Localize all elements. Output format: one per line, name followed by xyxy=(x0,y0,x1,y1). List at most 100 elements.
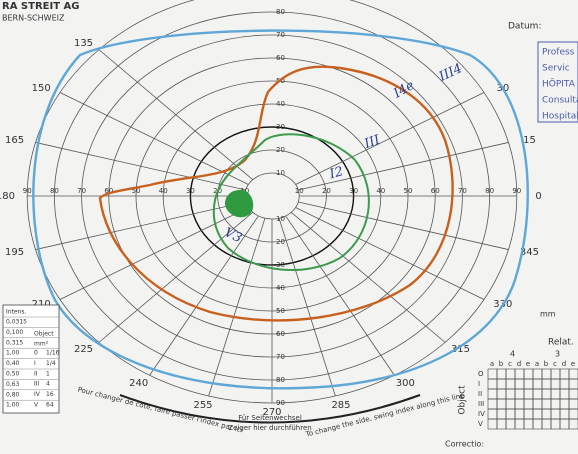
intensity-value: 1,00 xyxy=(6,402,20,409)
intensity-value: 0,63 xyxy=(6,381,20,388)
object-label: V xyxy=(34,402,39,409)
test-table: Intens. Object mm² 0,0315 0,100 0,315 1,00 0,40… xyxy=(2,304,60,414)
grid-ray xyxy=(295,92,485,185)
grid-ray xyxy=(149,215,259,376)
grid-ray xyxy=(59,92,249,185)
brand-country: BERN-SCHWEIZ xyxy=(2,14,65,23)
object-area: 64 xyxy=(46,402,54,409)
object-area: 1 xyxy=(46,370,50,377)
radius-label: 90 xyxy=(276,399,285,407)
radius-label: 10 xyxy=(276,215,285,223)
object-axis: Object xyxy=(458,385,468,415)
group-label: 3 xyxy=(555,350,560,359)
stamp-line: Hospitals xyxy=(542,112,578,122)
stamp-line: Servic xyxy=(542,64,570,74)
radius-label: 80 xyxy=(485,187,494,195)
row-label: O xyxy=(478,370,484,378)
radius-label: 90 xyxy=(23,187,32,195)
grid-ray xyxy=(298,201,509,250)
stamp-line: HÔPITA xyxy=(542,78,576,90)
radius-label: 50 xyxy=(276,307,285,315)
radius-label: 60 xyxy=(431,187,440,195)
grid-ray xyxy=(290,211,446,343)
radius-label: 30 xyxy=(276,123,285,131)
stamp-line: Consultat xyxy=(542,96,578,106)
radius-label: 70 xyxy=(77,187,86,195)
radius-label: 50 xyxy=(404,187,413,195)
swing-arc xyxy=(119,394,421,424)
radius-label: 10 xyxy=(276,169,285,177)
object-label: III xyxy=(34,381,40,388)
letter-label: a xyxy=(535,360,539,368)
isopter-green xyxy=(212,133,370,272)
angle-label: 315 xyxy=(451,344,470,355)
radius-label: 30 xyxy=(276,261,285,269)
grid-ray xyxy=(298,142,509,191)
grid-ray xyxy=(278,218,336,397)
radius-label: 90 xyxy=(512,187,521,195)
angle-label: 165 xyxy=(5,135,24,146)
letter-label: c xyxy=(508,360,512,368)
stamp-frame xyxy=(537,41,578,123)
letter-label: e xyxy=(571,360,575,368)
radius-label: 70 xyxy=(458,187,467,195)
radius-label: 20 xyxy=(276,238,285,246)
letter-label: b xyxy=(499,360,504,368)
row-label: I xyxy=(478,380,480,388)
angle-label: 195 xyxy=(5,247,24,258)
radius-label: 60 xyxy=(276,330,285,338)
radius-label: 60 xyxy=(276,54,285,62)
intensity-value: 0,40 xyxy=(6,360,20,367)
letter-label: a xyxy=(490,360,494,368)
intensity-value: 1,00 xyxy=(6,350,20,357)
radius-label: 40 xyxy=(276,100,285,108)
object-label: 0 xyxy=(34,350,38,357)
letter-label: d xyxy=(517,360,521,368)
handwritten-note: III xyxy=(361,132,382,152)
radius-label: 70 xyxy=(276,31,285,39)
stamp-line: Profess xyxy=(542,48,575,58)
radius-label: 10 xyxy=(295,187,304,195)
correction-label: Correctio: xyxy=(445,440,484,449)
radius-label: 20 xyxy=(276,146,285,154)
brand: RA STREIT AG xyxy=(2,1,79,12)
angle-label: 135 xyxy=(74,38,93,49)
radius-label: 50 xyxy=(132,187,141,195)
intensity-value: 0,80 xyxy=(6,391,20,398)
intensity-value: 0,315 xyxy=(6,339,23,346)
footer-de-2: Zeiger hier durchführen xyxy=(228,424,311,432)
table-header: Intens. xyxy=(6,309,27,316)
object-label: IV xyxy=(34,391,41,398)
angle-label: 345 xyxy=(520,247,539,258)
handwritten-note: I2 xyxy=(327,164,345,182)
radius-label: 70 xyxy=(276,353,285,361)
table-header: Object xyxy=(34,331,54,338)
date-label: Datum: xyxy=(508,22,541,32)
object-area: 1/16 xyxy=(46,350,60,357)
letter-label: b xyxy=(544,360,549,368)
angle-label: 0 xyxy=(535,191,541,202)
radius-label: 40 xyxy=(159,187,168,195)
grid-ray xyxy=(295,207,485,300)
table-header: mm² xyxy=(34,341,49,348)
stamp: Profess Servic HÔPITA Consultat Hospitals xyxy=(542,48,578,122)
grid-ray xyxy=(98,49,254,181)
radius-label: 80 xyxy=(50,187,59,195)
isopter-blue xyxy=(32,29,529,390)
grid-ray xyxy=(208,218,266,397)
group-label: 4 xyxy=(510,350,515,359)
angle-label: 285 xyxy=(331,400,350,411)
grid-ray xyxy=(285,215,395,376)
isopter-orange xyxy=(98,65,454,322)
row-label: IV xyxy=(478,410,485,418)
radius-label: 30 xyxy=(349,187,358,195)
angle-label: 270 xyxy=(262,407,281,418)
blind-spot xyxy=(225,189,254,218)
mm-label: mm xyxy=(540,310,556,319)
object-area: 16 xyxy=(46,391,54,398)
angle-label: 225 xyxy=(74,344,93,355)
footer-de-1: Für Seitenwechsel xyxy=(238,414,302,422)
